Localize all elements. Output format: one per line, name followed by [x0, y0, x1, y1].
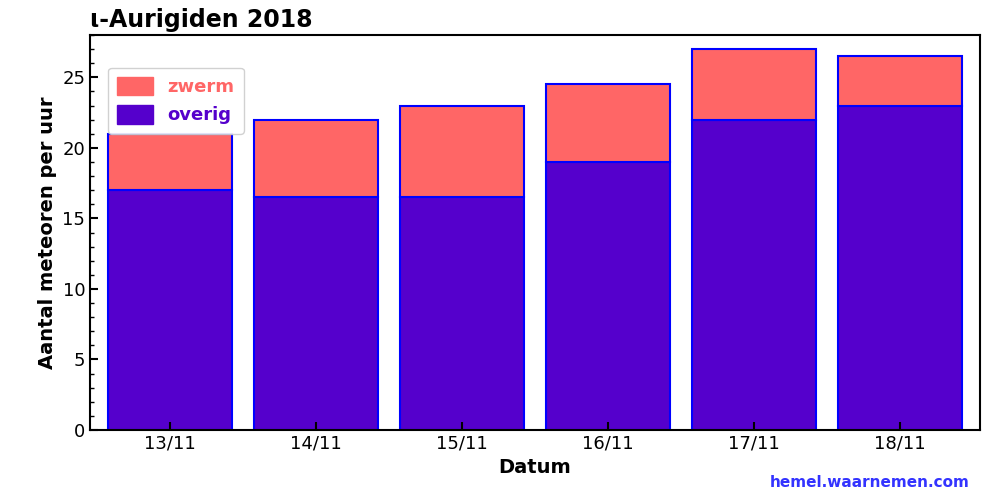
Y-axis label: Aantal meteoren per uur: Aantal meteoren per uur	[38, 96, 57, 369]
Bar	[108, 190, 232, 430]
Bar	[546, 84, 670, 162]
Bar	[400, 197, 524, 430]
Bar	[254, 197, 378, 430]
Text: ι-Aurigiden 2018: ι-Aurigiden 2018	[90, 8, 313, 32]
Bar	[400, 106, 524, 197]
Bar	[692, 120, 816, 430]
Legend: zwerm, overig: zwerm, overig	[108, 68, 244, 134]
Bar	[546, 162, 670, 430]
Bar	[692, 49, 816, 120]
X-axis label: Datum: Datum	[499, 458, 571, 477]
Bar	[838, 56, 962, 106]
Bar	[254, 120, 378, 197]
Bar	[108, 134, 232, 190]
Text: hemel.waarnemen.com: hemel.waarnemen.com	[770, 475, 970, 490]
Bar	[838, 106, 962, 430]
